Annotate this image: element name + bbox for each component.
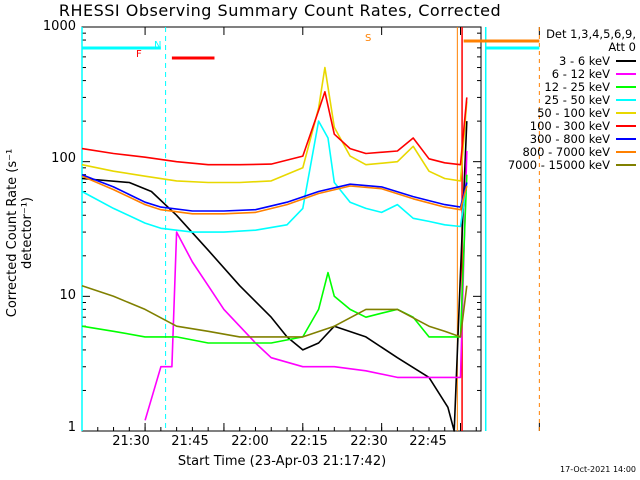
series-line-5 [81, 91, 468, 166]
legend-label: 25 - 50 keV [544, 92, 610, 107]
legend-item: 25 - 50 keV [482, 92, 636, 107]
legend-header: Att 0 [608, 40, 636, 54]
legend-swatch [616, 124, 636, 127]
y-tick-label: 100 [51, 151, 76, 166]
legend-item: 50 - 100 keV [482, 105, 636, 120]
legend-label: 3 - 6 keV [559, 53, 610, 68]
legend-label: 100 - 300 keV [529, 118, 610, 133]
x-tick-label: 21:30 [112, 434, 150, 449]
night-flag-label: N [154, 40, 162, 51]
legend-swatch [616, 163, 636, 166]
legend: Det 1,3,4,5,6,9, Att 0 3 - 6 keV 6 - 12 k… [482, 27, 636, 172]
legend-label: 50 - 100 keV [537, 105, 610, 120]
y-tick-label: 1 [67, 420, 76, 435]
saa-flag-label: S [365, 33, 372, 44]
series-line-3 [81, 120, 468, 233]
legend-item: 800 - 7000 keV [482, 144, 636, 159]
legend-item: 100 - 300 keV [482, 118, 636, 133]
series-line-8 [81, 284, 468, 338]
legend-swatch [616, 111, 636, 114]
x-tick-label: 21:45 [171, 434, 209, 449]
legend-swatch [616, 98, 636, 101]
x-tick-label: 22:30 [350, 434, 388, 449]
series-line-0 [81, 121, 468, 432]
legend-header: Det 1,3,4,5,6,9, [546, 27, 636, 41]
footer-date: 17-Oct-2021 14:00 [560, 465, 636, 474]
series-line-4 [81, 66, 468, 184]
flare-flag-label: F [136, 49, 142, 60]
y-tick-label: 1000 [42, 19, 76, 34]
series-line-7 [81, 175, 468, 215]
y-tick-label: 10 [59, 288, 76, 303]
legend-swatch [616, 59, 636, 62]
legend-label: 800 - 7000 keV [522, 144, 610, 159]
x-tick-label: 22:00 [231, 434, 269, 449]
legend-item: 7000 - 15000 keV [482, 157, 636, 172]
legend-swatch [616, 150, 636, 153]
legend-swatch [616, 72, 636, 75]
legend-label: 6 - 12 keV [551, 66, 610, 81]
chart-title: RHESSI Observing Summary Count Rates, Co… [58, 1, 502, 20]
legend-label: 12 - 25 keV [544, 79, 610, 94]
legend-label: 300 - 800 keV [529, 131, 610, 146]
legend-swatch [616, 85, 636, 88]
plot-frame [81, 26, 482, 432]
legend-item: 300 - 800 keV [482, 131, 636, 146]
series-line-6 [81, 173, 468, 212]
series-line-2 [81, 174, 468, 344]
legend-item: 6 - 12 keV [482, 66, 636, 81]
x-tick-label: 22:15 [290, 434, 328, 449]
legend-swatch [616, 137, 636, 140]
legend-item: 12 - 25 keV [482, 79, 636, 94]
legend-item: 3 - 6 keV [482, 53, 636, 68]
legend-label: 7000 - 15000 keV [507, 157, 610, 172]
x-axis-label: Start Time (23-Apr-03 21:17:42) [177, 454, 387, 469]
x-tick-label: 22:45 [409, 434, 447, 449]
